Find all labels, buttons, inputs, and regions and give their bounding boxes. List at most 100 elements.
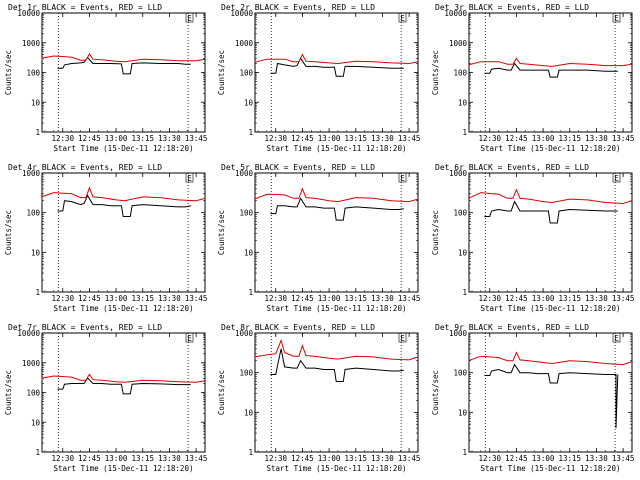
plot-frame (254, 332, 419, 453)
x-tick-label: 12:30 (264, 134, 287, 143)
x-tick-label: 13:15 (344, 454, 367, 463)
x-tick-label: 13:45 (612, 454, 635, 463)
x-axis-label: Start Time (15-Dec-11 12:18:20) (481, 304, 621, 313)
x-tick-label: 12:30 (51, 454, 74, 463)
chart-panel-2: Det 2r BLACK = Events, RED = LLD 1 10 100 10… (213, 0, 426, 160)
y-axis-label: Counts/sec (217, 370, 226, 415)
x-axis-label: Start Time (15-Dec-11 12:18:20) (54, 464, 194, 473)
chart-panel-6: Det 6r BLACK = Events, RED = LLD 1 10 100 10… (427, 160, 640, 320)
y-tick-label: 10000 (444, 9, 467, 18)
marker-box (398, 172, 407, 183)
y-tick-label: 100 (453, 69, 467, 78)
x-tick-label: 13:30 (158, 454, 181, 463)
marker-label: E (187, 334, 192, 343)
marker-label: E (187, 174, 192, 183)
chart-svg: Det 5r BLACK = Events, RED = LLD 1 10 100 10… (217, 163, 420, 313)
marker-box (398, 12, 407, 23)
marker-box (185, 12, 194, 23)
x-tick-label: 12:30 (51, 134, 74, 143)
x-tick-label: 13:45 (185, 294, 208, 303)
chart-title: Det 1r BLACK = Events, RED = LLD (8, 3, 162, 12)
series-line-events (484, 62, 618, 78)
series-line-events (270, 197, 404, 221)
series-line-events (57, 194, 191, 217)
y-tick-label: 10 (458, 248, 468, 257)
series-line-events (57, 56, 191, 75)
y-tick-label: 1000 (235, 329, 254, 338)
x-tick-label: 13:15 (558, 294, 581, 303)
y-tick-label: 10000 (17, 9, 40, 18)
y-axis-label: Counts/sec (4, 210, 13, 255)
y-axis-label: Counts/sec (217, 50, 226, 95)
y-tick-label: 1000 (22, 359, 41, 368)
marker-label: E (400, 334, 405, 343)
y-tick-label: 1 (248, 128, 253, 137)
y-tick-label: 1 (35, 448, 40, 457)
marker-label: E (614, 334, 619, 343)
y-axis-label: Counts/sec (431, 210, 440, 255)
marker-label: E (187, 14, 192, 23)
x-tick-label: 13:15 (558, 454, 581, 463)
y-tick-label: 100 (26, 389, 40, 398)
chart-svg: Det 8r BLACK = Events, RED = LLD 1 10 100 10… (217, 323, 420, 473)
chart-title: Det 5r BLACK = Events, RED = LLD (221, 163, 375, 172)
series-line-lld (468, 188, 633, 205)
y-axis-label: Counts/sec (431, 50, 440, 95)
x-tick-label: 12:45 (291, 134, 314, 143)
chart-panel-8: Det 8r BLACK = Events, RED = LLD 1 10 100 10… (213, 320, 426, 480)
y-tick-label: 10 (31, 98, 41, 107)
marker-box (612, 332, 621, 343)
chart-svg: Det 2r BLACK = Events, RED = LLD 1 10 100 10… (217, 3, 421, 153)
chart-svg: Det 3r BLACK = Events, RED = LLD 1 10 100 10… (431, 3, 635, 153)
x-tick-label: 13:30 (585, 134, 608, 143)
y-tick-label: 10 (244, 408, 254, 417)
x-tick-label: 13:45 (185, 134, 208, 143)
x-tick-label: 13:00 (105, 454, 128, 463)
y-tick-label: 1 (462, 128, 467, 137)
y-tick-label: 1000 (449, 169, 468, 178)
y-tick-label: 1 (35, 288, 40, 297)
x-tick-label: 12:30 (51, 294, 74, 303)
plot-frame (468, 12, 633, 133)
plot-frame (468, 172, 633, 293)
y-tick-label: 1 (462, 448, 467, 457)
x-tick-label: 13:30 (158, 134, 181, 143)
chart-title: Det 9r BLACK = Events, RED = LLD (435, 323, 589, 332)
chart-title: Det 6r BLACK = Events, RED = LLD (435, 163, 589, 172)
x-tick-label: 13:15 (131, 294, 154, 303)
plot-frame (468, 332, 633, 453)
x-tick-label: 13:15 (344, 294, 367, 303)
x-tick-label: 13:00 (105, 134, 128, 143)
series-line-lld (41, 53, 206, 63)
x-tick-label: 13:00 (532, 134, 555, 143)
chart-panel-4: Det 4r BLACK = Events, RED = LLD 1 10 100 10… (0, 160, 213, 320)
plot-frame (41, 12, 206, 133)
series-line-events (270, 57, 404, 77)
x-tick-label: 12:45 (78, 134, 101, 143)
x-tick-label: 13:45 (398, 134, 421, 143)
y-tick-label: 1 (35, 128, 40, 137)
chart-svg: Det 7r BLACK = Events, RED = LLD 1 10 100 10… (4, 323, 208, 473)
x-tick-label: 12:45 (505, 454, 528, 463)
y-tick-label: 1 (248, 288, 253, 297)
x-tick-label: 13:45 (185, 454, 208, 463)
chart-title: Det 4r BLACK = Events, RED = LLD (8, 163, 162, 172)
y-tick-label: 100 (26, 209, 40, 218)
plot-frame (41, 172, 206, 293)
y-tick-label: 100 (26, 69, 40, 78)
y-tick-label: 100 (239, 69, 253, 78)
series-line-events (484, 363, 619, 429)
chart-panel-1: Det 1r BLACK = Events, RED = LLD 1 10 100 10… (0, 0, 213, 160)
chart-panel-5: Det 5r BLACK = Events, RED = LLD 1 10 100 10… (213, 160, 426, 320)
x-axis-label: Start Time (15-Dec-11 12:18:20) (267, 144, 407, 153)
x-tick-label: 12:45 (505, 294, 528, 303)
series-line-lld (468, 351, 633, 366)
y-tick-label: 1000 (22, 169, 41, 178)
y-tick-label: 100 (453, 209, 467, 218)
x-tick-label: 12:45 (78, 454, 101, 463)
y-tick-label: 1000 (449, 329, 468, 338)
y-tick-label: 1000 (235, 169, 254, 178)
x-tick-label: 13:45 (612, 134, 635, 143)
chart-title: Det 7r BLACK = Events, RED = LLD (8, 323, 162, 332)
x-tick-label: 13:15 (558, 134, 581, 143)
